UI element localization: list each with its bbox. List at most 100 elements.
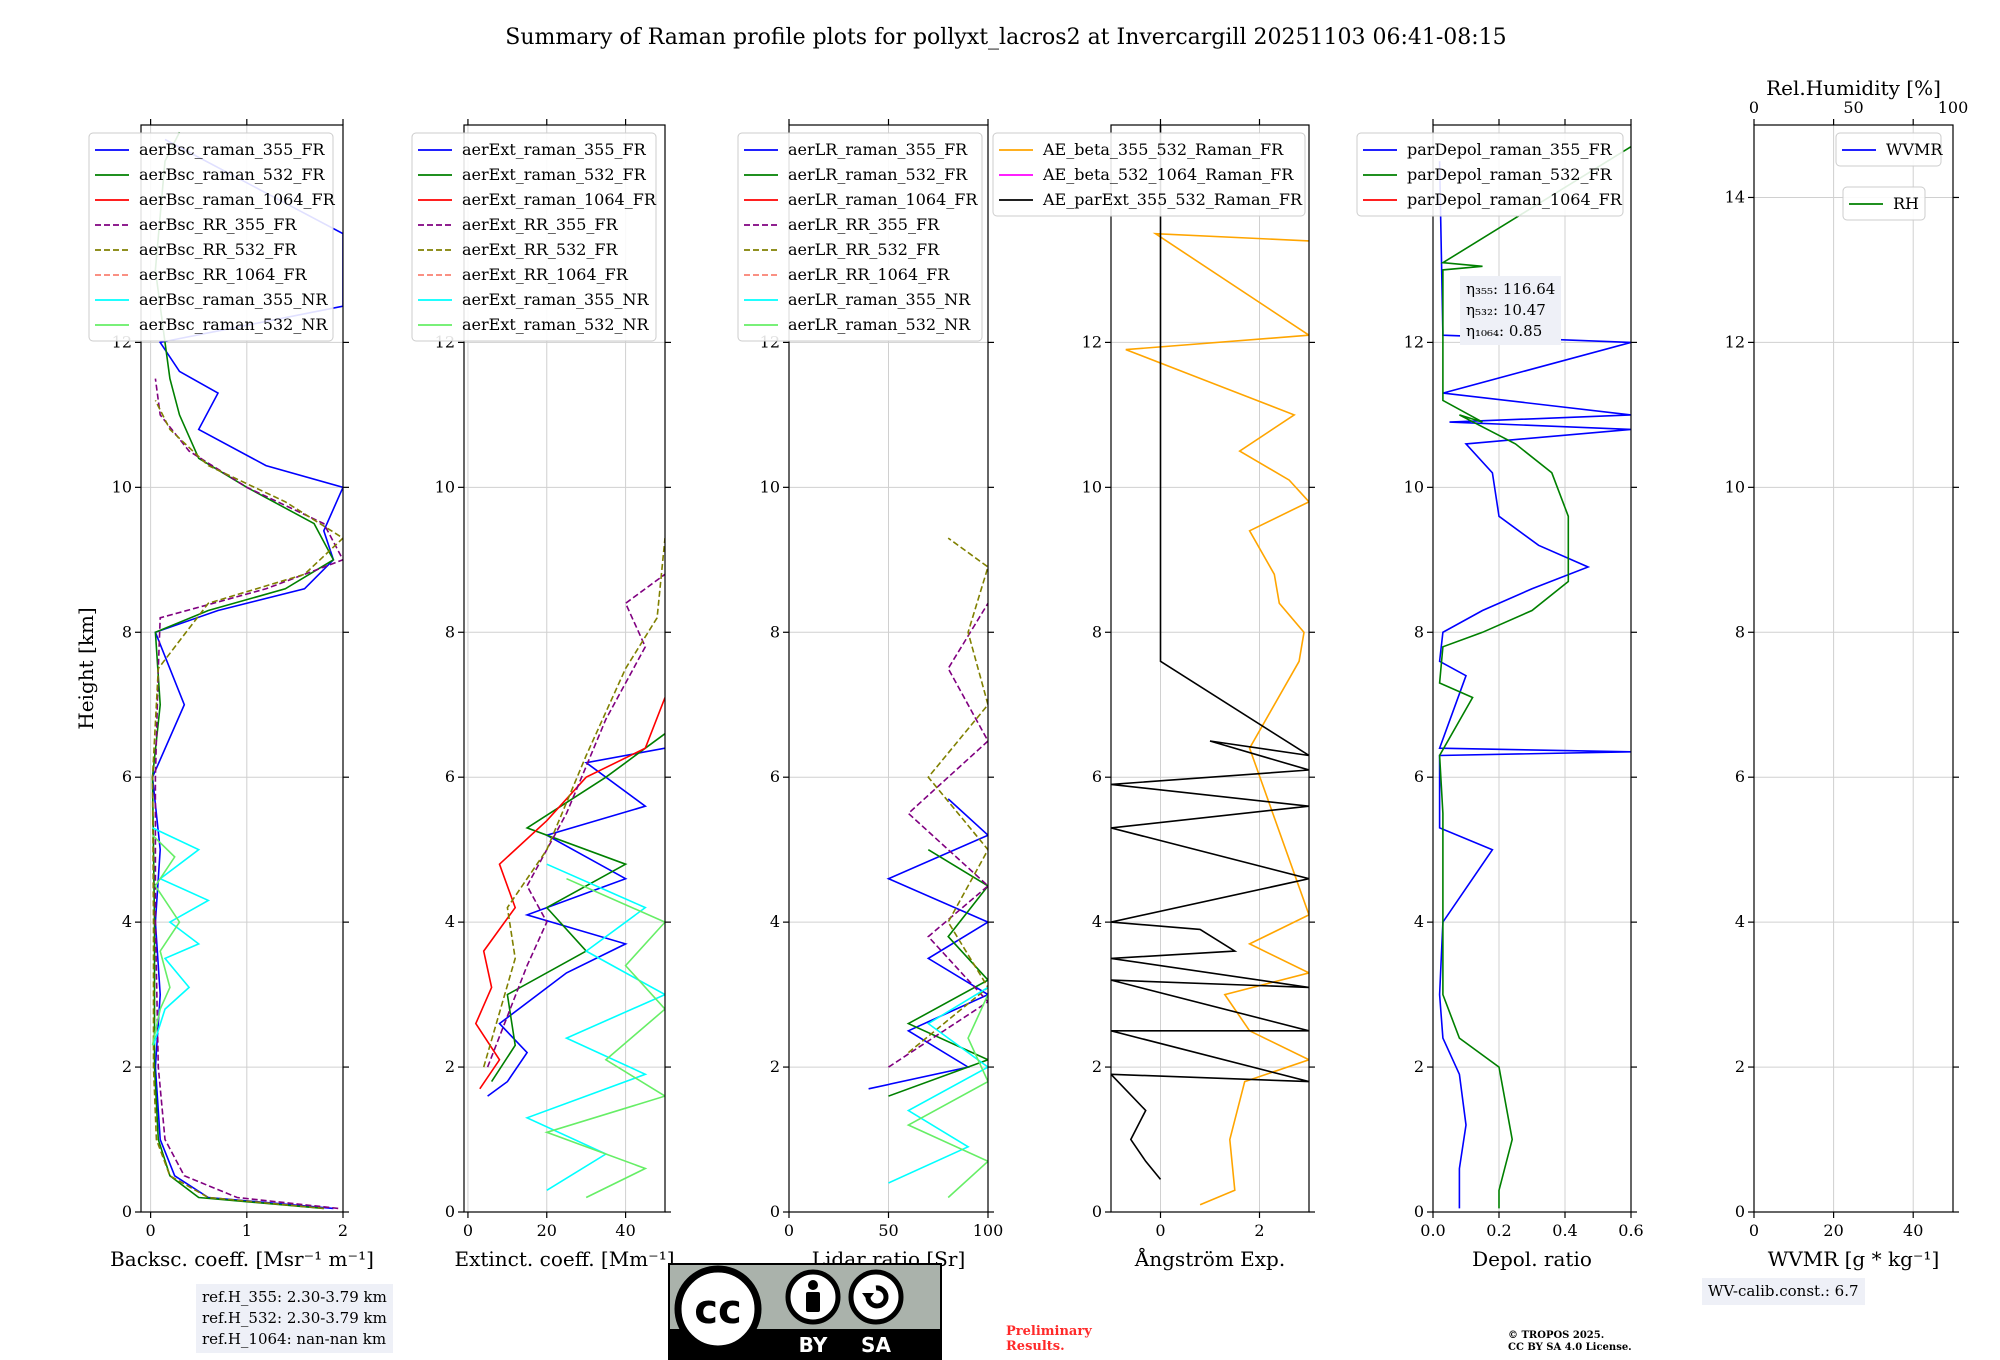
y-tick-label: 14 [1725, 187, 1745, 206]
legend-label: AE_beta_355_532_Raman_FR [1042, 140, 1284, 159]
plot-frame-ext [463, 124, 666, 1213]
legend-lr: aerLR_raman_355_FR aerLR_raman_532_FR aerL… [737, 132, 983, 342]
x-tick-label: 40 [1903, 1221, 1923, 1240]
cc-circle-icon [674, 1265, 762, 1353]
y-tick-label: 4 [1735, 912, 1745, 931]
top-x-tick-label: 100 [1938, 98, 1969, 117]
copyright-line-1: © TROPOS 2025. [1508, 1330, 1605, 1341]
legend-label: AE_beta_532_1064_Raman_FR [1042, 165, 1294, 184]
top-x-tick-label: 50 [1843, 98, 1863, 117]
y-tick-label: 2 [445, 1057, 455, 1076]
legend-frame [1835, 132, 1942, 167]
y-tick-label: 2 [1414, 1057, 1424, 1076]
y-tick-label: 0 [770, 1202, 780, 1221]
copyright-line-2: CC BY SA 4.0 License. [1508, 1342, 1632, 1353]
wv-calib-const: WV-calib.const.: 6.7 [1708, 1282, 1859, 1300]
plot-frame-ae [1110, 124, 1310, 1213]
legend-label: aerBsc_raman_532_FR [139, 165, 325, 184]
person-body-shape [806, 1292, 820, 1312]
y-tick-label: 8 [1735, 622, 1745, 641]
y-tick-label: 10 [1725, 477, 1745, 496]
legend-label: aerLR_raman_1064_FR [788, 190, 978, 209]
y-tick-label: 0 [445, 1202, 455, 1221]
series-parDepol_raman_532_FR [1438, 146, 1631, 1209]
by-label: BY [799, 1333, 828, 1357]
y-axis-label: Height [km] [74, 607, 98, 729]
y-tick-label: 6 [122, 767, 132, 786]
legend-label: WVMR [1886, 140, 1943, 159]
eta-1064: η₁₀₆₄: 0.85 [1466, 322, 1543, 340]
legend-ae: AE_beta_355_532_Raman_FR AE_beta_532_1064… [992, 132, 1306, 217]
legend-frame [1356, 132, 1624, 217]
top-x-tick-label: 0 [1749, 98, 1759, 117]
y-tick-label: 2 [1092, 1057, 1102, 1076]
ref-height-532: ref.H_532: 2.30-3.79 km [202, 1309, 387, 1327]
legend-label: aerBsc_RR_1064_FR [139, 265, 308, 284]
y-tick-label: 10 [760, 477, 780, 496]
x-tick-label: 2 [1254, 1221, 1264, 1240]
legend-label: aerExt_RR_1064_FR [462, 265, 629, 284]
series-group-ext [474, 538, 665, 1199]
x-axis-label: Ångström Exp. [1134, 1246, 1285, 1271]
legend-label: aerLR_RR_1064_FR [788, 265, 950, 284]
top-x-axis-label: Rel.Humidity [%] [1766, 76, 1941, 100]
figure-title: Summary of Raman profile plots for polly… [505, 25, 1506, 50]
legend-label: aerBsc_raman_532_NR [139, 315, 328, 334]
y-tick-label: 4 [445, 912, 455, 931]
x-tick-label: 20 [537, 1221, 557, 1240]
plot-frame-depol [1432, 124, 1632, 1213]
preliminary-line-2: Results. [1006, 1339, 1065, 1354]
plot-frame-bsc [140, 124, 344, 1213]
eta-calibration-info: η₃₅₅: 116.64 η₅₃₂: 10.47 η₁₀₆₄: 0.85 [1460, 276, 1562, 345]
legend-label: aerLR_RR_355_FR [788, 215, 940, 234]
x-axis-label: Extinct. coeff. [Mm⁻¹] [454, 1247, 674, 1271]
legend-frame [411, 132, 657, 342]
y-tick-label: 6 [1414, 767, 1424, 786]
series-aerExt_raman_355_NR [525, 863, 665, 1191]
legend-label: parDepol_raman_355_FR [1407, 140, 1613, 159]
series-AE_beta_355_532_Raman_FR [1125, 232, 1309, 1206]
y-tick-label: 4 [1092, 912, 1102, 931]
series-aerExt_RR_532_FR [482, 538, 665, 1068]
series-aerLR_raman_532_FR [888, 849, 988, 1097]
y-tick-label: 12 [1404, 332, 1424, 351]
series-group-depol [1438, 146, 1631, 1209]
legend-label: aerBsc_raman_355_NR [139, 290, 328, 309]
series-aerBsc_RR_532_FR [151, 400, 343, 1210]
grid-wv [1753, 125, 1953, 1213]
series-aerExt_raman_1064_FR [474, 697, 665, 1090]
series-aerLR_RR_532_FR [907, 537, 988, 1054]
x-tick-label: 0.2 [1486, 1221, 1511, 1240]
series-aerLR_raman_355_NR [888, 986, 988, 1184]
y-tick-label: 6 [445, 767, 455, 786]
legend-wv: WVMR [1835, 132, 1943, 167]
wv-calibration-info: WV-calib.const.: 6.7 [1702, 1278, 1865, 1305]
person-head-shape [808, 1280, 818, 1290]
y-tick-label: 10 [1404, 477, 1424, 496]
series-aerBsc_raman_355_FR [151, 138, 343, 1210]
y-tick-label: 4 [1414, 912, 1424, 931]
x-tick-label: 2 [338, 1221, 348, 1240]
y-tick-label: 6 [770, 767, 780, 786]
series-aerLR_raman_355_FR [868, 798, 988, 1090]
sa-label: SA [861, 1333, 891, 1357]
y-tick-label: 0 [122, 1202, 132, 1221]
legend-ext: aerExt_raman_355_FR aerExt_raman_532_FRae… [411, 132, 657, 342]
legend-label: aerExt_raman_355_NR [462, 290, 650, 309]
legend-label: aerLR_raman_355_NR [788, 290, 971, 309]
series-aerBsc_raman_355_NR [152, 827, 211, 1046]
y-tick-label: 12 [1082, 332, 1102, 351]
legend-label: aerBsc_RR_532_FR [139, 240, 297, 259]
legend-label: aerExt_RR_355_FR [462, 215, 619, 234]
series-aerBsc_raman_532_NR [151, 834, 181, 1046]
y-tick-label: 6 [1092, 767, 1102, 786]
y-tick-label: 10 [1082, 477, 1102, 496]
legend-label: aerExt_raman_532_NR [462, 315, 650, 334]
legend-label: aerBsc_RR_355_FR [139, 215, 297, 234]
x-tick-label: 0 [1155, 1221, 1165, 1240]
preliminary-line-1: Preliminary [1006, 1324, 1092, 1339]
x-axis-label: WVMR [g * kg⁻¹] [1768, 1247, 1940, 1271]
ref-height-1064: ref.H_1064: nan-nan km [202, 1330, 387, 1348]
legend-label: aerLR_raman_355_FR [788, 140, 968, 159]
